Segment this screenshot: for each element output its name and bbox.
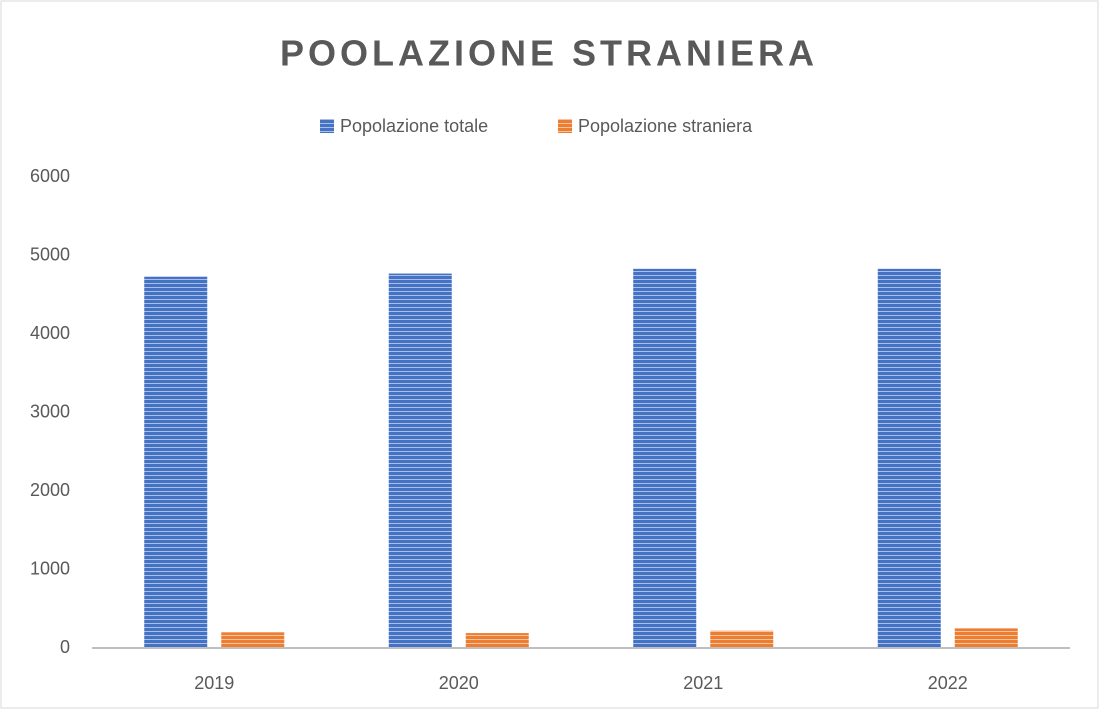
bar <box>221 632 285 648</box>
bar <box>388 273 452 648</box>
y-tick-label: 6000 <box>30 166 70 186</box>
legend-label: Popolazione totale <box>340 116 488 136</box>
x-tick-label: 2020 <box>439 673 479 693</box>
x-tick-label: 2019 <box>194 673 234 693</box>
y-tick-label: 5000 <box>30 244 70 264</box>
legend-label: Popolazione straniera <box>578 116 753 136</box>
y-tick-label: 3000 <box>30 401 70 421</box>
y-tick-label: 2000 <box>30 480 70 500</box>
chart-title: POOLAZIONE STRANIERA <box>280 33 818 74</box>
y-tick-label: 0 <box>60 637 70 657</box>
x-tick-label: 2021 <box>683 673 723 693</box>
y-tick-label: 4000 <box>30 323 70 343</box>
bar <box>465 633 529 648</box>
legend-swatch <box>558 119 572 133</box>
bar <box>710 630 774 648</box>
bar <box>877 268 941 648</box>
bar <box>633 268 697 648</box>
bar <box>954 628 1018 648</box>
y-tick-label: 1000 <box>30 558 70 578</box>
bar <box>144 276 208 648</box>
x-tick-label: 2022 <box>928 673 968 693</box>
legend-swatch <box>320 119 334 133</box>
